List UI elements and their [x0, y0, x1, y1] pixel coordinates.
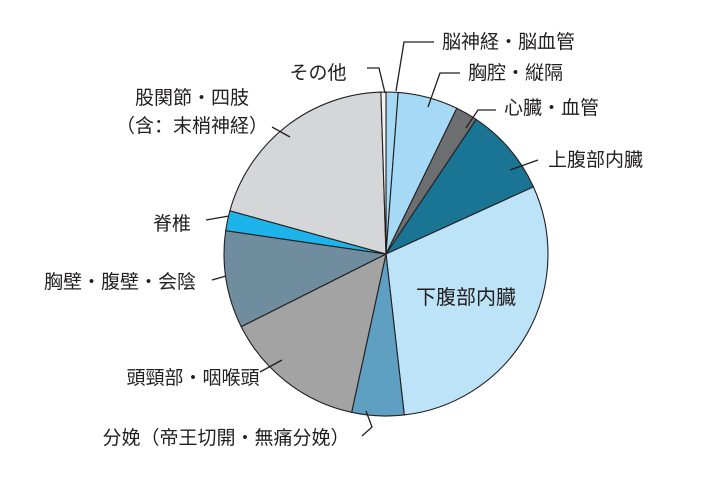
- pie-slice-3: [384, 118, 535, 256]
- slice-label-4: 下腹部内臓: [416, 285, 516, 309]
- slice-label-3: 上腹部内臓: [548, 149, 643, 171]
- pie-slice-9: [229, 91, 387, 255]
- pie-slice-4: [385, 186, 549, 416]
- leader-line-2: [465, 109, 496, 129]
- slice-label-0: 脳神経・脳血管: [442, 31, 575, 53]
- slice-label-line: 下腹部内臓: [416, 285, 516, 309]
- pie-slice-7: [223, 230, 388, 328]
- leader-line-8: [205, 215, 230, 221]
- slice-label-line: 脊椎: [153, 213, 191, 235]
- leader-line-9: [271, 126, 291, 138]
- slice-label-line: 股関節・四肢: [135, 87, 249, 109]
- leader-line-5: [361, 410, 373, 437]
- leader-line-6: [259, 359, 283, 373]
- leader-line-3: [509, 159, 539, 171]
- slice-label-9: 股関節・四肢 （含：末梢神経）: [116, 87, 268, 137]
- slice-label-8: 脊椎: [153, 213, 191, 235]
- leader-lines: [205, 41, 539, 437]
- slice-label-line: 胸腔・縦隔: [468, 62, 563, 84]
- slice-label-10: その他: [289, 62, 346, 84]
- slice-label-7: 胸壁・腹壁・会陰: [44, 271, 196, 293]
- slice-label-line: 上腹部内臓: [548, 149, 643, 171]
- leader-line-7: [211, 275, 227, 281]
- slice-label-2: 心臓・血管: [504, 97, 599, 119]
- leader-line-1: [427, 72, 460, 108]
- slice-labels: 脳神経・脳血管胸腔・縦隔心臓・血管上腹部内臓下腹部内臓分娩（帝王切開・無痛分娩）…: [44, 31, 643, 449]
- slice-label-1: 胸腔・縦隔: [468, 62, 563, 84]
- slice-label-line: 心臓・血管: [504, 97, 599, 119]
- leader-line-0: [395, 41, 434, 92]
- slice-label-6: 頭頸部・咽喉頭: [126, 367, 259, 389]
- slice-label-line: 分娩（帝王切開・無痛分娩）: [102, 427, 349, 449]
- leader-line-10: [367, 67, 386, 94]
- slice-label-line: 胸壁・腹壁・会陰: [44, 271, 196, 293]
- slice-label-5: 分娩（帝王切開・無痛分娩）: [102, 427, 349, 449]
- pie-slice-6: [240, 252, 387, 413]
- slice-label-line: その他: [289, 62, 346, 84]
- pie-slices: [223, 91, 549, 417]
- slice-label-line: 脳神経・脳血管: [442, 31, 575, 53]
- slice-label-line: 頭頸部・咽喉頭: [126, 367, 259, 389]
- slice-label-line: （含：末梢神経）: [116, 115, 268, 137]
- pie-slice-10: [380, 91, 387, 255]
